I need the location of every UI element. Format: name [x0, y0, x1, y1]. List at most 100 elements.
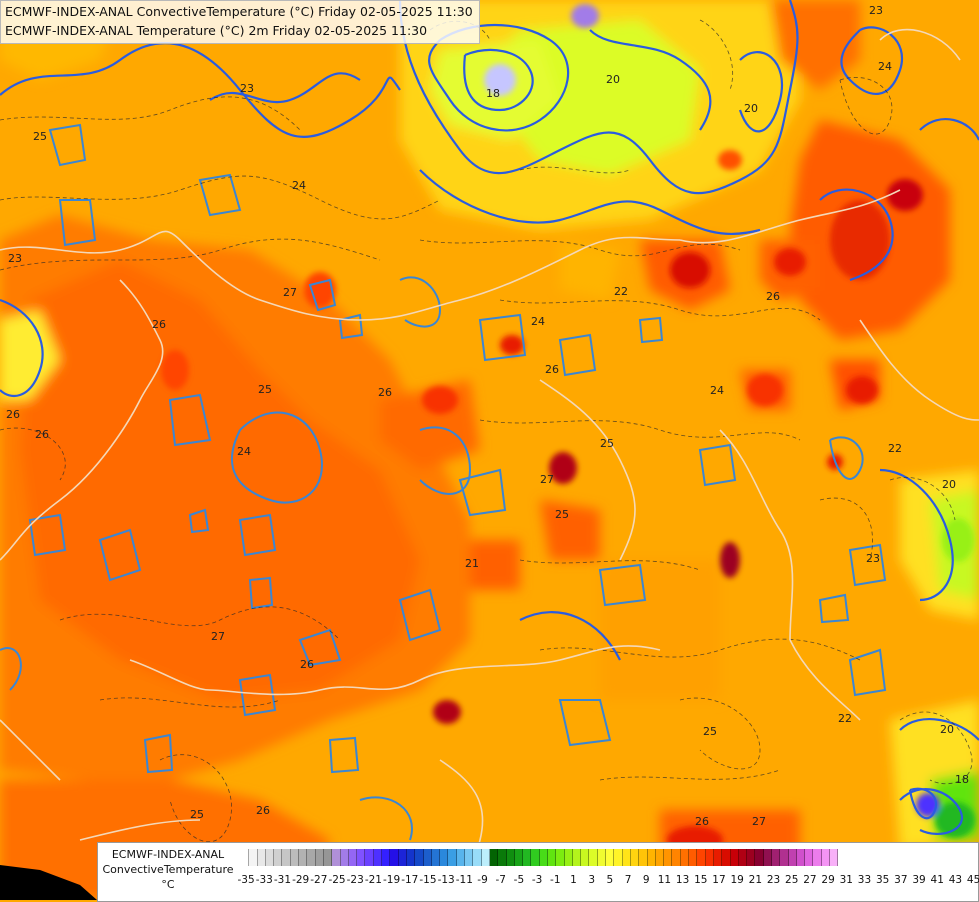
- contour-label: 25: [600, 437, 614, 450]
- legend-tick-label: 29: [819, 874, 837, 886]
- legend-swatch: [589, 849, 597, 866]
- legend-swatch: [540, 849, 548, 866]
- legend-swatch: [714, 849, 722, 866]
- contour-label: 26: [6, 408, 20, 421]
- contour-label: 24: [292, 179, 306, 192]
- legend-tick-label: -13: [437, 874, 455, 886]
- contour-label: 27: [211, 630, 225, 643]
- legend-tick-labels: -35-33-31-29-27-25-23-21-19-17-15-13-11-…: [237, 874, 979, 886]
- legend-tick-label: -27: [310, 874, 328, 886]
- legend-swatch: [747, 849, 755, 866]
- contour-label: 26: [35, 428, 49, 441]
- legend-tick-label: -19: [383, 874, 401, 886]
- header-line-temperature: ECMWF-INDEX-ANAL Temperature (°C) 2m Fri…: [5, 21, 473, 40]
- legend-swatch: [789, 849, 797, 866]
- legend-tick-label: 43: [946, 874, 964, 886]
- legend-tick-label: 35: [874, 874, 892, 886]
- legend-swatch: [424, 849, 432, 866]
- legend-swatch: [598, 849, 606, 866]
- legend-swatch: [664, 849, 672, 866]
- contour-label: 23: [240, 82, 254, 95]
- contour-label: 23: [866, 552, 880, 565]
- legend-swatch: [440, 849, 448, 866]
- legend-swatch: [266, 849, 274, 866]
- legend-swatch: [365, 849, 373, 866]
- contour-label: 26: [300, 658, 314, 671]
- legend-swatch: [531, 849, 539, 866]
- legend-tick-label: 11: [655, 874, 673, 886]
- legend-swatch: [523, 849, 531, 866]
- contour-label: 18: [955, 773, 969, 786]
- legend-swatch: [739, 849, 747, 866]
- legend-swatch: [780, 849, 788, 866]
- legend-swatch: [274, 849, 282, 866]
- legend-swatch: [291, 849, 299, 866]
- legend-tick-label: 21: [746, 874, 764, 886]
- legend-tick-label: -17: [401, 874, 419, 886]
- contour-label: 25: [258, 383, 272, 396]
- legend-tick-label: 5: [601, 874, 619, 886]
- legend-swatch: [258, 849, 266, 866]
- legend-tick-label: 17: [710, 874, 728, 886]
- legend-swatch: [390, 849, 398, 866]
- legend-swatch: [805, 849, 813, 866]
- legend-swatch: [407, 849, 415, 866]
- legend-tick-label: -15: [419, 874, 437, 886]
- legend-swatch: [722, 849, 730, 866]
- legend-swatch: [448, 849, 456, 866]
- contour-label: 20: [940, 723, 954, 736]
- legend-tick-label: 27: [801, 874, 819, 886]
- legend-tick-label: -3: [528, 874, 546, 886]
- contour-label: 26: [545, 363, 559, 376]
- legend-swatch: [573, 849, 581, 866]
- legend-swatch: [490, 849, 498, 866]
- legend-tick-label: -35: [237, 874, 255, 886]
- legend-swatch: [813, 849, 821, 866]
- legend-tick-label: -33: [255, 874, 273, 886]
- contour-label: 26: [256, 804, 270, 817]
- legend-tick-label: 19: [728, 874, 746, 886]
- legend-tick-label: 3: [583, 874, 601, 886]
- legend-swatch: [548, 849, 556, 866]
- contour-label: 27: [540, 473, 554, 486]
- legend-swatch: [656, 849, 664, 866]
- contour-label: 26: [766, 290, 780, 303]
- legend-tick-label: 15: [692, 874, 710, 886]
- legend-tick-label: 33: [855, 874, 873, 886]
- legend-swatch: [282, 849, 290, 866]
- contour-label: 22: [888, 442, 902, 455]
- legend-tick-label: 9: [637, 874, 655, 886]
- contour-label: 22: [614, 285, 628, 298]
- legend-swatch: [822, 849, 830, 866]
- legend-swatch: [349, 849, 357, 866]
- contour-label: 23: [8, 252, 22, 265]
- legend-swatch: [639, 849, 647, 866]
- legend-swatch: [755, 849, 763, 866]
- legend-swatch: [249, 849, 257, 866]
- legend-swatch: [307, 849, 315, 866]
- legend-swatch: [341, 849, 349, 866]
- legend-swatch: [473, 849, 481, 866]
- legend-tick-label: 1: [564, 874, 582, 886]
- legend-tick-label: -11: [455, 874, 473, 886]
- legend-tick-label: 13: [674, 874, 692, 886]
- contour-label: 24: [710, 384, 724, 397]
- legend-swatch: [415, 849, 423, 866]
- legend-swatch: [631, 849, 639, 866]
- contour-label: 21: [465, 557, 479, 570]
- legend-tick-label: -29: [292, 874, 310, 886]
- legend-swatch: [299, 849, 307, 866]
- legend-swatch: [374, 849, 382, 866]
- map-header: ECMWF-INDEX-ANAL ConvectiveTemperature (…: [0, 0, 480, 44]
- contour-label: 25: [190, 808, 204, 821]
- contour-label: 25: [703, 725, 717, 738]
- legend-swatch: [465, 849, 473, 866]
- legend-tick-label: -31: [273, 874, 291, 886]
- contour-label: 22: [838, 712, 852, 725]
- legend-swatch: [565, 849, 573, 866]
- legend-swatch: [457, 849, 465, 866]
- legend-tick-label: -25: [328, 874, 346, 886]
- contour-label: 27: [283, 286, 297, 299]
- legend-swatch: [623, 849, 631, 866]
